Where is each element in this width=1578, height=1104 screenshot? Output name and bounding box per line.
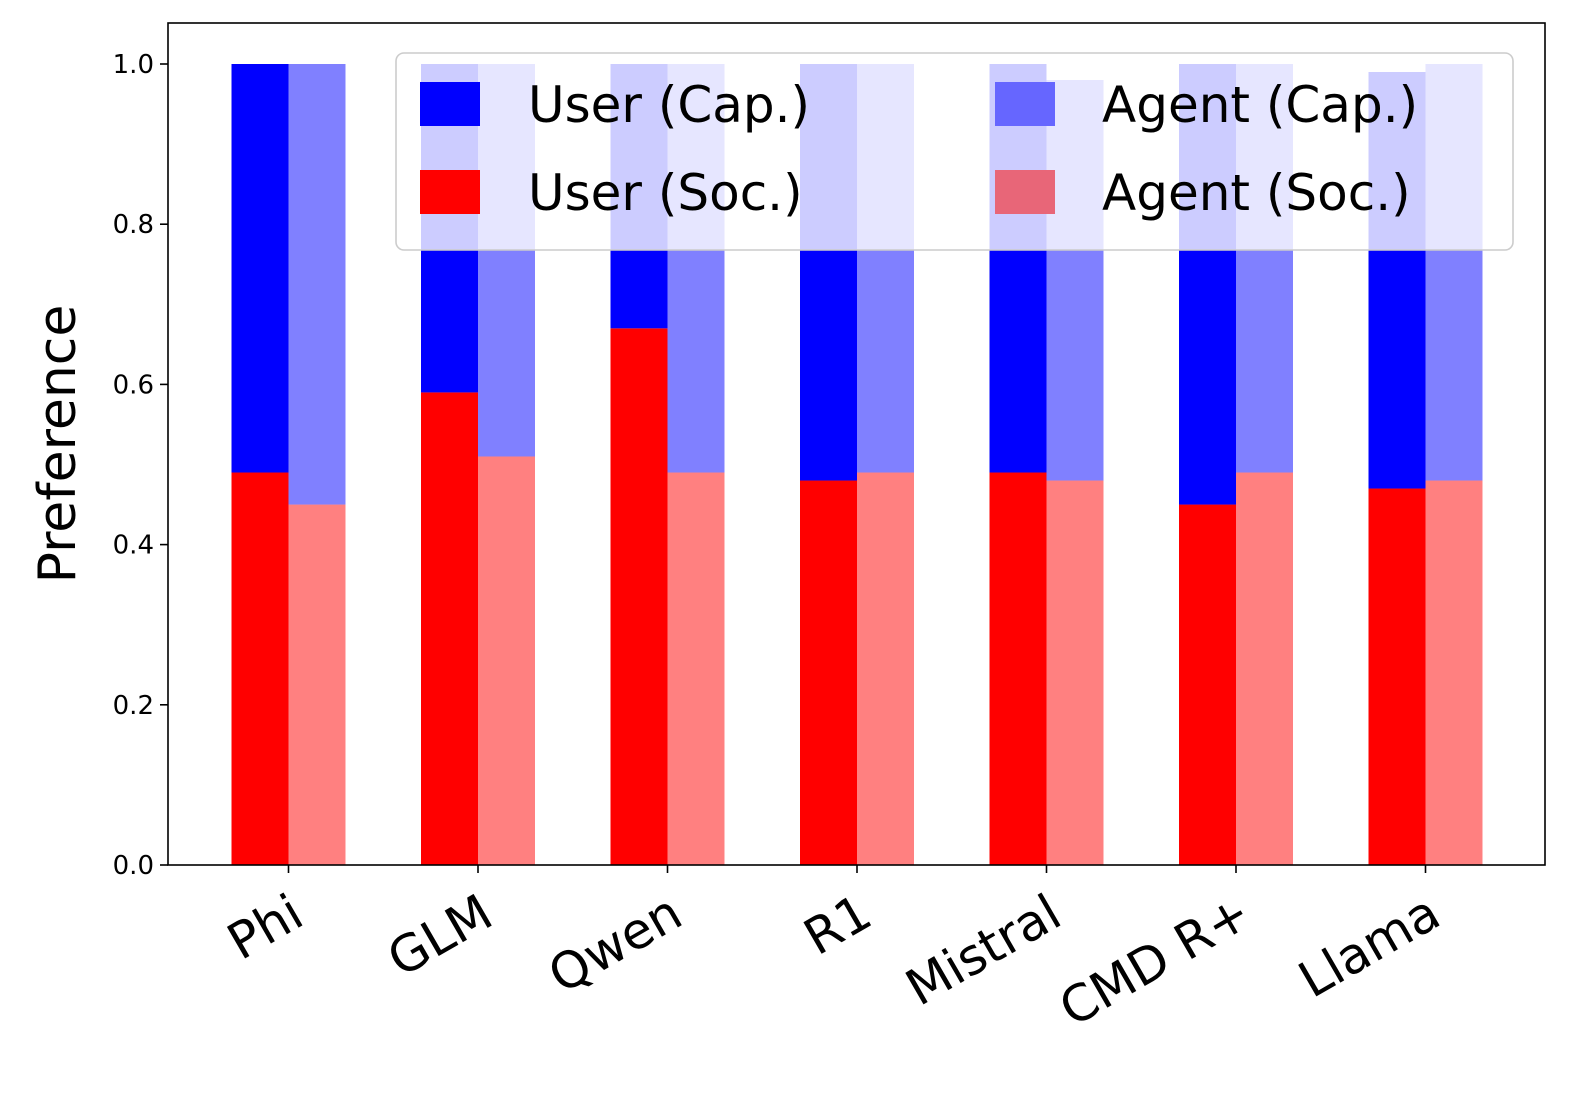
legend-swatch-2	[420, 170, 480, 214]
y-tick-label-4: 0.8	[113, 210, 154, 240]
bar-user-soc-6	[1368, 488, 1426, 865]
bar-agent-soc-5	[1236, 472, 1293, 865]
x-tick-label-6: Llama	[1289, 883, 1449, 1009]
legend: User (Cap.) Agent (Cap.) User (Soc.) Agent …	[395, 52, 1514, 251]
bar-agent-soc-2	[667, 472, 725, 865]
legend-label-3: Agent (Soc.)	[1102, 164, 1411, 222]
x-tick-label-0: Phi	[218, 883, 313, 971]
y-tick-label-3: 0.6	[113, 370, 154, 400]
x-tick-label-2: Qwen	[539, 883, 692, 1005]
x-tick-label-5: CMD R+	[1050, 883, 1260, 1038]
bar-user-soc-1	[421, 392, 478, 865]
legend-swatch-1	[995, 82, 1055, 126]
x-tick-label-4: Mistral	[896, 883, 1070, 1017]
y-tick-label-5: 1.0	[113, 50, 154, 80]
bar-user-cap-0	[231, 64, 289, 473]
y-tick-label-1: 0.2	[113, 691, 154, 721]
bar-agent-soc-6	[1425, 480, 1483, 865]
bar-user-soc-0	[231, 472, 289, 865]
bar-user-soc-3	[800, 480, 857, 865]
legend-box	[395, 52, 1514, 251]
bar-agent-soc-1	[478, 456, 535, 865]
x-tick-label-3: R1	[794, 883, 881, 967]
y-tick-label-2: 0.4	[113, 531, 154, 561]
bar-agent-soc-4	[1046, 480, 1104, 865]
legend-label-0: User (Cap.)	[528, 76, 810, 134]
bar-agent-cap-0	[288, 64, 346, 505]
bar-agent-soc-3	[857, 472, 914, 865]
bar-agent-soc-0	[288, 504, 346, 865]
legend-label-2: User (Soc.)	[528, 164, 803, 222]
y-axis-title: Preference	[28, 305, 88, 584]
legend-swatch-0	[420, 82, 480, 126]
bars-group	[231, 64, 1483, 866]
legend-label-1: Agent (Cap.)	[1102, 76, 1418, 134]
y-tick-label-0: 0.0	[113, 851, 154, 881]
bar-user-soc-4	[989, 472, 1047, 865]
bar-user-soc-5	[1179, 504, 1236, 865]
x-tick-label-1: GLM	[378, 883, 502, 988]
legend-swatch-3	[995, 170, 1055, 214]
bar-user-soc-2	[610, 328, 668, 866]
